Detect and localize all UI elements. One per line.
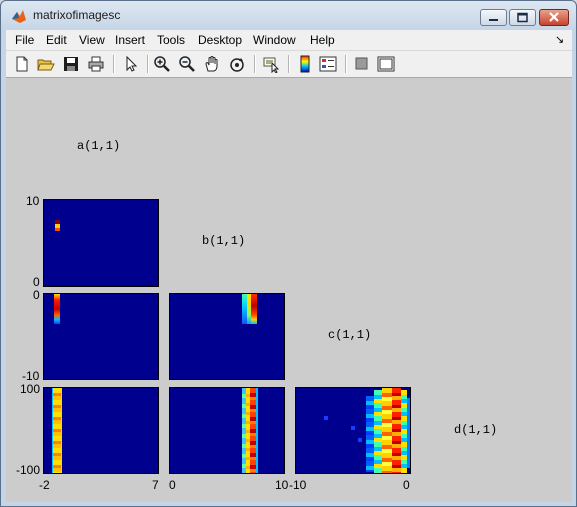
new-figure-icon[interactable]: [13, 55, 31, 73]
zoom-out-icon[interactable]: [178, 55, 196, 73]
menu-tools[interactable]: Tools: [157, 33, 186, 47]
menu-file[interactable]: File: [15, 33, 35, 47]
axes-row2-col2[interactable]: [169, 293, 285, 380]
tick-col2-right: 10: [275, 478, 289, 492]
axes-row2-col1[interactable]: [43, 293, 159, 380]
image-strip: [242, 388, 246, 473]
hide-plot-tools-icon[interactable]: [353, 55, 371, 73]
image-strip: [407, 398, 410, 468]
image-strip: [366, 396, 374, 472]
image-strip: [250, 388, 256, 473]
image-strip: [324, 416, 328, 420]
menu-bar: File Edit View Insert Tools Desktop Wind…: [6, 30, 572, 51]
dock-arrow-icon[interactable]: ↘: [555, 34, 565, 46]
open-file-icon[interactable]: [37, 55, 55, 73]
tick-row1-top: 10: [26, 194, 40, 208]
toolbar-separator: [345, 55, 347, 73]
edit-plot-arrow-icon[interactable]: [122, 55, 140, 73]
tick-col1-right: 7: [152, 478, 159, 492]
image-strip: [358, 438, 362, 442]
minimize-button[interactable]: [480, 9, 507, 26]
tick-row1-bottom: 0: [33, 275, 40, 289]
zoom-in-icon[interactable]: [153, 55, 171, 73]
title-bar[interactable]: matrixofimagesc: [1, 1, 576, 30]
image-strip: [55, 224, 60, 228]
tick-row3-top: 100: [20, 382, 41, 396]
image-strip: [61, 388, 62, 473]
rotate-3d-icon[interactable]: [228, 55, 246, 73]
label-d: d(1,1): [454, 423, 498, 437]
minimize-icon: [489, 19, 498, 21]
close-button[interactable]: [539, 9, 569, 26]
matlab-icon: [12, 10, 26, 23]
print-icon[interactable]: [87, 55, 105, 73]
image-strip: [55, 220, 60, 224]
image-strip: [374, 390, 382, 473]
tick-row2-top: 0: [33, 288, 40, 302]
figure-toolbar: [6, 51, 572, 78]
tick-col1-left: -2: [39, 478, 50, 492]
maximize-button[interactable]: [509, 9, 536, 26]
window-title: matrixofimagesc: [33, 8, 121, 22]
image-strip: [251, 294, 257, 324]
tick-row2-bottom: -10: [22, 369, 40, 383]
menu-edit[interactable]: Edit: [46, 33, 67, 47]
menu-help[interactable]: Help: [310, 33, 335, 47]
image-strip: [392, 388, 401, 473]
image-strip: [53, 388, 61, 473]
image-strip: [246, 388, 250, 473]
image-strip: [247, 294, 251, 324]
menu-insert[interactable]: Insert: [115, 33, 146, 47]
label-b: b(1,1): [202, 234, 246, 248]
axes-row3-col1[interactable]: [43, 387, 159, 474]
image-strip: [52, 388, 53, 473]
image-strip: [351, 426, 355, 430]
label-c: c(1,1): [328, 328, 372, 342]
tick-col3-left: -10: [289, 478, 307, 492]
toolbar-separator: [288, 55, 290, 73]
image-strip: [242, 294, 247, 324]
image-strip: [54, 294, 60, 324]
image-strip: [382, 388, 392, 473]
legend-icon[interactable]: [319, 55, 337, 73]
colorbar-icon[interactable]: [296, 55, 314, 73]
show-plot-tools-icon[interactable]: [377, 55, 395, 73]
menu-window[interactable]: Window: [253, 33, 296, 47]
toolbar-separator: [113, 55, 115, 73]
pan-hand-icon[interactable]: [203, 55, 221, 73]
axes-row3-col2[interactable]: [169, 387, 285, 474]
image-strip: [55, 228, 60, 231]
toolbar-separator: [147, 55, 149, 73]
tick-col2-left: 0: [169, 478, 176, 492]
save-icon[interactable]: [62, 55, 80, 73]
label-a: a(1,1): [77, 139, 121, 153]
image-strip: [401, 390, 407, 473]
tick-row3-bottom: -100: [16, 463, 41, 477]
tick-col3-right: 0: [403, 478, 410, 492]
figure-canvas[interactable]: a(1,1) b(1,1) c(1,1) d(1,1) 10 0 0 -10: [6, 78, 572, 502]
close-icon: [549, 12, 559, 22]
data-cursor-icon[interactable]: [262, 55, 280, 73]
axes-a[interactable]: [43, 199, 159, 287]
menu-view[interactable]: View: [79, 33, 105, 47]
menu-desktop[interactable]: Desktop: [198, 33, 243, 47]
maximize-icon: [517, 12, 528, 23]
toolbar-separator: [254, 55, 256, 73]
axes-d[interactable]: [295, 387, 411, 474]
image-strip: [256, 388, 258, 473]
